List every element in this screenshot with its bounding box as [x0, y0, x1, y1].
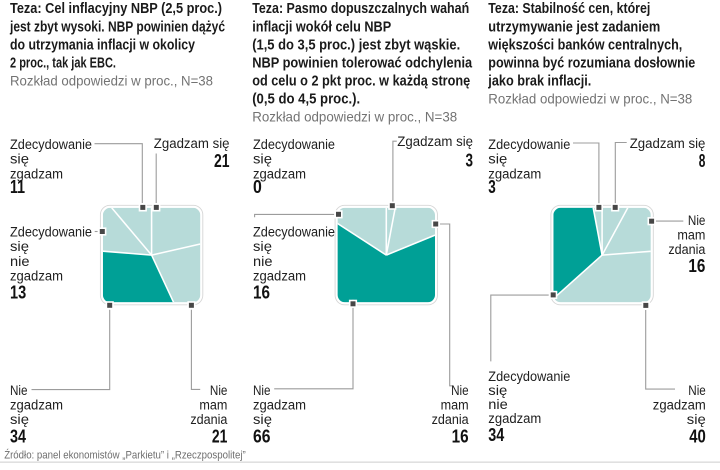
svg-text:Rozkład odpowiedzi w proc., N=: Rozkład odpowiedzi w proc., N=38	[10, 73, 213, 88]
svg-text:zdania: zdania	[190, 412, 228, 427]
svg-text:się: się	[488, 383, 507, 398]
svg-text:jako brak inflacji.: jako brak inflacji.	[487, 73, 591, 89]
svg-text:Teza: Stabilność cen, której: Teza: Stabilność cen, której	[488, 1, 650, 17]
svg-text:Teza: Pasmo dopuszczalnych wah: Teza: Pasmo dopuszczalnych wahań	[252, 1, 469, 17]
svg-text:Zgadzam się: Zgadzam się	[154, 136, 230, 151]
svg-text:21: 21	[212, 427, 228, 447]
svg-text:większości banków centralnych,: większości banków centralnych,	[487, 37, 682, 53]
svg-text:Nie: Nie	[688, 383, 706, 398]
svg-text:utrzymywanie jest zadaniem: utrzymywanie jest zadaniem	[488, 19, 660, 35]
svg-text:od celu o 2 pkt proc. w każdą: od celu o 2 pkt proc. w każdą stronę	[252, 73, 470, 89]
svg-text:Nie: Nie	[253, 383, 271, 398]
svg-text:się: się	[488, 152, 507, 167]
svg-text:(0,5 do 4,5 proc.).: (0,5 do 4,5 proc.).	[252, 91, 360, 107]
svg-text:34: 34	[488, 425, 504, 445]
svg-text:się: się	[253, 152, 272, 167]
svg-text:16: 16	[452, 427, 469, 447]
svg-text:NBP powinien tolerować odchyle: NBP powinien tolerować odchylenia	[252, 55, 473, 71]
svg-text:się: się	[10, 412, 29, 427]
svg-text:inflacji wokół celu NBP: inflacji wokół celu NBP	[252, 19, 391, 35]
svg-text:się: się	[253, 239, 272, 254]
svg-text:Nie: Nie	[451, 383, 469, 398]
svg-text:(1,5 do 3,5 proc.) jest zbyt w: (1,5 do 3,5 proc.) jest zbyt wąskie.	[252, 37, 460, 53]
svg-text:zgadzam: zgadzam	[253, 166, 306, 181]
svg-text:nie: nie	[488, 397, 508, 412]
svg-text:Zgadzam się: Zgadzam się	[397, 134, 473, 149]
svg-text:Zdecydowanie: Zdecydowanie	[253, 224, 335, 239]
svg-text:16: 16	[688, 256, 705, 276]
svg-text:zgadzam: zgadzam	[253, 269, 306, 284]
svg-text:jest zbyt wysoki. NBP powinien: jest zbyt wysoki. NBP powinien dążyć	[9, 19, 225, 35]
svg-text:się: się	[10, 239, 29, 254]
svg-text:zgadzam: zgadzam	[10, 166, 63, 181]
svg-text:Nie: Nie	[210, 383, 228, 398]
svg-text:0: 0	[253, 177, 262, 197]
svg-text:mam: mam	[199, 397, 227, 412]
svg-text:Zdecydowanie: Zdecydowanie	[488, 369, 570, 384]
svg-text:Rozkład odpowiedzi w proc., N=: Rozkład odpowiedzi w proc., N=38	[252, 110, 457, 125]
svg-text:zdania: zdania	[668, 242, 706, 257]
svg-text:Zdecydowanie: Zdecydowanie	[10, 224, 92, 239]
svg-text:się: się	[10, 152, 29, 167]
svg-text:Teza: Cel inflacyjny NBP (2,5: Teza: Cel inflacyjny NBP (2,5 proc.)	[10, 1, 222, 17]
svg-text:mam: mam	[677, 228, 705, 243]
svg-text:3: 3	[488, 177, 496, 197]
svg-text:Nie: Nie	[688, 213, 706, 228]
svg-text:zgadzam: zgadzam	[10, 269, 63, 284]
svg-text:zgadzam: zgadzam	[488, 411, 541, 426]
svg-text:3: 3	[466, 151, 474, 171]
svg-text:powinna być rozumiana dosłowni: powinna być rozumiana dosłownie	[488, 55, 695, 71]
svg-text:zgadzam: zgadzam	[10, 397, 63, 412]
svg-text:11: 11	[10, 177, 25, 197]
svg-text:się: się	[253, 412, 272, 427]
svg-text:Źródło: panel ekonomistów „Par: Źródło: panel ekonomistów „Parkietu” i „…	[4, 449, 246, 462]
svg-text:mam: mam	[441, 397, 469, 412]
svg-text:2 proc., tak jak EBC.: 2 proc., tak jak EBC.	[10, 55, 116, 71]
svg-text:Zgadzam się: Zgadzam się	[630, 136, 706, 151]
svg-text:66: 66	[253, 427, 271, 447]
svg-text:zgadzam: zgadzam	[253, 397, 306, 412]
svg-text:16: 16	[253, 283, 270, 303]
svg-text:Nie: Nie	[10, 383, 28, 398]
svg-text:się: się	[687, 412, 706, 427]
svg-text:21: 21	[214, 151, 230, 171]
svg-text:40: 40	[689, 427, 706, 447]
svg-text:8: 8	[699, 151, 706, 171]
svg-text:zgadzam: zgadzam	[488, 166, 541, 181]
svg-text:Rozkład odpowiedzi w proc., N=: Rozkład odpowiedzi w proc., N=38	[488, 91, 692, 106]
svg-text:13: 13	[10, 283, 26, 303]
svg-text:Zdecydowanie: Zdecydowanie	[488, 137, 570, 152]
svg-text:34: 34	[10, 427, 26, 447]
svg-text:do utrzymania inflacji w okoli: do utrzymania inflacji w okolicy	[10, 37, 195, 53]
svg-text:Zdecydowanie: Zdecydowanie	[10, 137, 92, 152]
svg-text:nie: nie	[253, 254, 273, 269]
svg-text:nie: nie	[10, 254, 30, 269]
svg-text:Zdecydowanie: Zdecydowanie	[253, 137, 335, 152]
svg-text:zgadzam: zgadzam	[653, 397, 706, 412]
svg-text:zdania: zdania	[432, 412, 470, 427]
